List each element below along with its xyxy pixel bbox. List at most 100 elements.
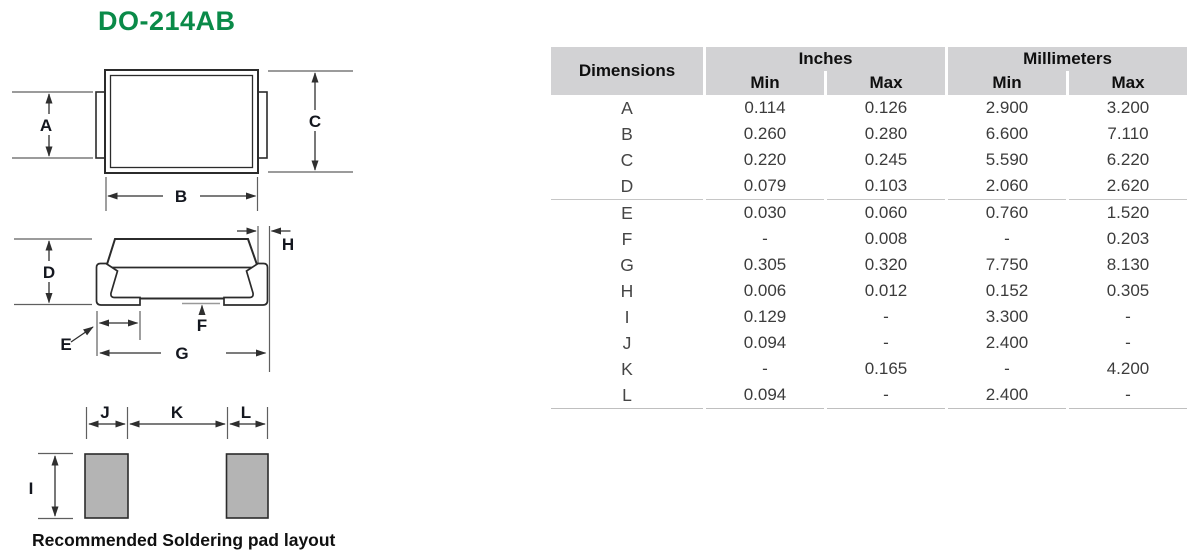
header-inches: Inches — [706, 47, 945, 71]
pad-layout: J K L I — [29, 403, 269, 520]
in-max-value: 0.280 — [864, 124, 908, 143]
in-max-value: 0.008 — [864, 229, 908, 248]
in-max-value: 0.245 — [864, 150, 908, 169]
dim-label-g: G — [175, 344, 188, 363]
mm-max-value: - — [1069, 382, 1187, 409]
mm-max-value: - — [1125, 307, 1131, 326]
mm-min-value: 0.152 — [985, 281, 1029, 300]
table-row: A 0.114 0.126 2.900 3.200 — [551, 95, 1187, 121]
mm-min-value: 3.300 — [985, 307, 1029, 326]
pad-layout-extension-lines — [38, 407, 269, 520]
mm-max-value: 2.620 — [1069, 173, 1187, 200]
dim-letter: J — [622, 332, 632, 353]
in-min-value: - — [762, 229, 768, 248]
mm-max-value: 0.305 — [1106, 281, 1150, 300]
table-row: J 0.094 - 2.400 - — [551, 330, 1187, 356]
table-row: G 0.305 0.320 7.750 8.130 — [551, 252, 1187, 278]
in-max-value: - — [883, 307, 889, 326]
header-dimensions: Dimensions — [551, 47, 703, 95]
dim-letter: D — [551, 173, 703, 200]
in-min-value: 0.030 — [743, 203, 787, 222]
right-terminal — [257, 91, 268, 159]
header-inches-max: Max — [827, 71, 945, 95]
dim-letter: G — [620, 254, 634, 275]
dim-letter: H — [620, 280, 634, 301]
dim-label-d: D — [43, 263, 55, 282]
in-max-value: - — [827, 382, 945, 409]
left-terminal — [95, 91, 106, 159]
dim-letter: L — [551, 382, 703, 409]
right-solder-pad — [225, 453, 269, 519]
mm-max-value: - — [1125, 333, 1131, 352]
dim-letter: F — [621, 228, 633, 249]
table-row: F - 0.008 - 0.203 — [551, 226, 1187, 252]
left-solder-pad — [84, 453, 129, 519]
in-max-value: - — [883, 333, 889, 352]
dim-label-a: A — [40, 116, 52, 135]
dim-letter: A — [621, 97, 633, 118]
solder-pads — [84, 453, 269, 519]
table-row: D 0.079 0.103 2.060 2.620 — [551, 173, 1187, 200]
body-inner-outline — [109, 74, 254, 169]
dim-label-l: L — [241, 403, 251, 422]
mm-max-value: 3.200 — [1106, 98, 1150, 117]
dim-letter: E — [621, 202, 633, 223]
dim-label-c: C — [309, 112, 321, 131]
side-view-body — [95, 238, 269, 306]
dim-label-j: J — [100, 403, 109, 422]
header-mm-min: Min — [948, 71, 1066, 95]
label-mask — [37, 114, 55, 135]
in-min-value: 0.094 — [743, 333, 787, 352]
body-profile — [105, 238, 259, 300]
mm-max-value: 1.520 — [1106, 203, 1150, 222]
table-row: L 0.094 - 2.400 - — [551, 382, 1187, 409]
dim-letter: B — [621, 123, 633, 144]
top-view: A C B — [12, 69, 353, 211]
in-min-value: - — [762, 359, 768, 378]
in-min-value: 0.006 — [743, 281, 787, 300]
left-lead-profile — [95, 262, 141, 306]
mm-max-value: 6.220 — [1106, 150, 1150, 169]
mm-min-value: 2.400 — [985, 333, 1029, 352]
in-min-value: 0.079 — [706, 173, 824, 200]
top-view-dim-arrows — [45, 72, 319, 200]
mm-min-value: 2.060 — [948, 173, 1066, 200]
header-mm-max: Max — [1069, 71, 1187, 95]
right-lead-profile — [223, 262, 269, 306]
table-row: H 0.006 0.012 0.152 0.305 — [551, 278, 1187, 304]
mm-min-value: 2.400 — [948, 382, 1066, 409]
table-row: I 0.129 - 3.300 - — [551, 304, 1187, 330]
mm-min-value: 0.760 — [985, 203, 1029, 222]
dim-label-e: E — [60, 335, 71, 354]
in-min-value: 0.305 — [743, 255, 787, 274]
dimension-table: Dimensions Inches Millimeters Min Max Mi… — [548, 47, 1190, 409]
dim-letter: K — [621, 358, 633, 379]
package-drawing: A C B — [12, 69, 353, 520]
dim-label-h: H — [282, 235, 294, 254]
header-inches-min: Min — [706, 71, 824, 95]
in-max-value: 0.165 — [864, 359, 908, 378]
dim-letter: I — [624, 306, 630, 327]
pad-layout-dim-arrows — [51, 420, 266, 517]
header-millimeters: Millimeters — [948, 47, 1187, 71]
label-mask — [306, 110, 324, 131]
label-mask — [40, 261, 58, 282]
in-min-value: 0.220 — [743, 150, 787, 169]
table-row: K - 0.165 - 4.200 — [551, 356, 1187, 382]
side-view-extension-lines — [14, 226, 271, 372]
mm-min-value: - — [1004, 229, 1010, 248]
mm-min-value: - — [1004, 359, 1010, 378]
page-title: DO-214AB — [98, 6, 236, 36]
dim-label-k: K — [171, 403, 184, 422]
mm-min-value: 2.900 — [985, 98, 1029, 117]
in-min-value: 0.094 — [706, 382, 824, 409]
pad-layout-caption: Recommended Soldering pad layout — [32, 530, 336, 550]
dim-label-b: B — [175, 187, 187, 206]
dim-label-f: F — [197, 316, 207, 335]
top-view-body — [95, 69, 268, 174]
in-min-value: 0.129 — [743, 307, 787, 326]
dim-label-i: I — [29, 479, 34, 498]
in-max-value: 0.103 — [827, 173, 945, 200]
mm-min-value: 6.600 — [985, 124, 1029, 143]
table-header: Dimensions Inches Millimeters Min Max Mi… — [551, 47, 1187, 95]
